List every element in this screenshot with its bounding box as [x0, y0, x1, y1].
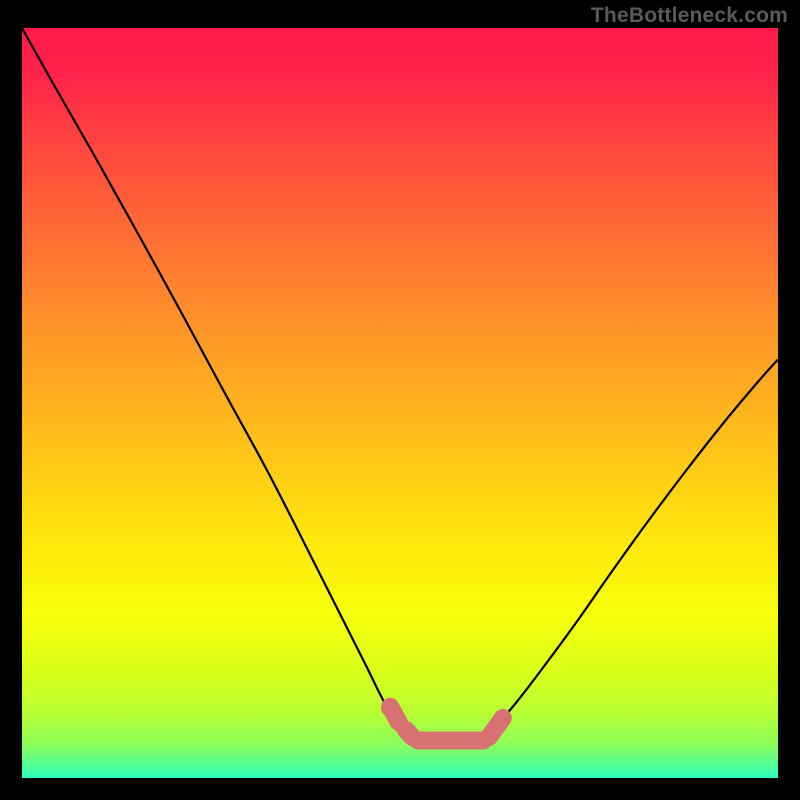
- watermark-text: TheBottleneck.com: [591, 4, 788, 28]
- highlight-segment: [489, 718, 503, 737]
- highlight-dot: [394, 718, 410, 734]
- gradient-background: [22, 28, 778, 778]
- chart-svg: [22, 28, 778, 778]
- plot-area: [22, 28, 778, 778]
- highlight-dot: [381, 699, 399, 717]
- chart-container: TheBottleneck.com: [0, 0, 800, 800]
